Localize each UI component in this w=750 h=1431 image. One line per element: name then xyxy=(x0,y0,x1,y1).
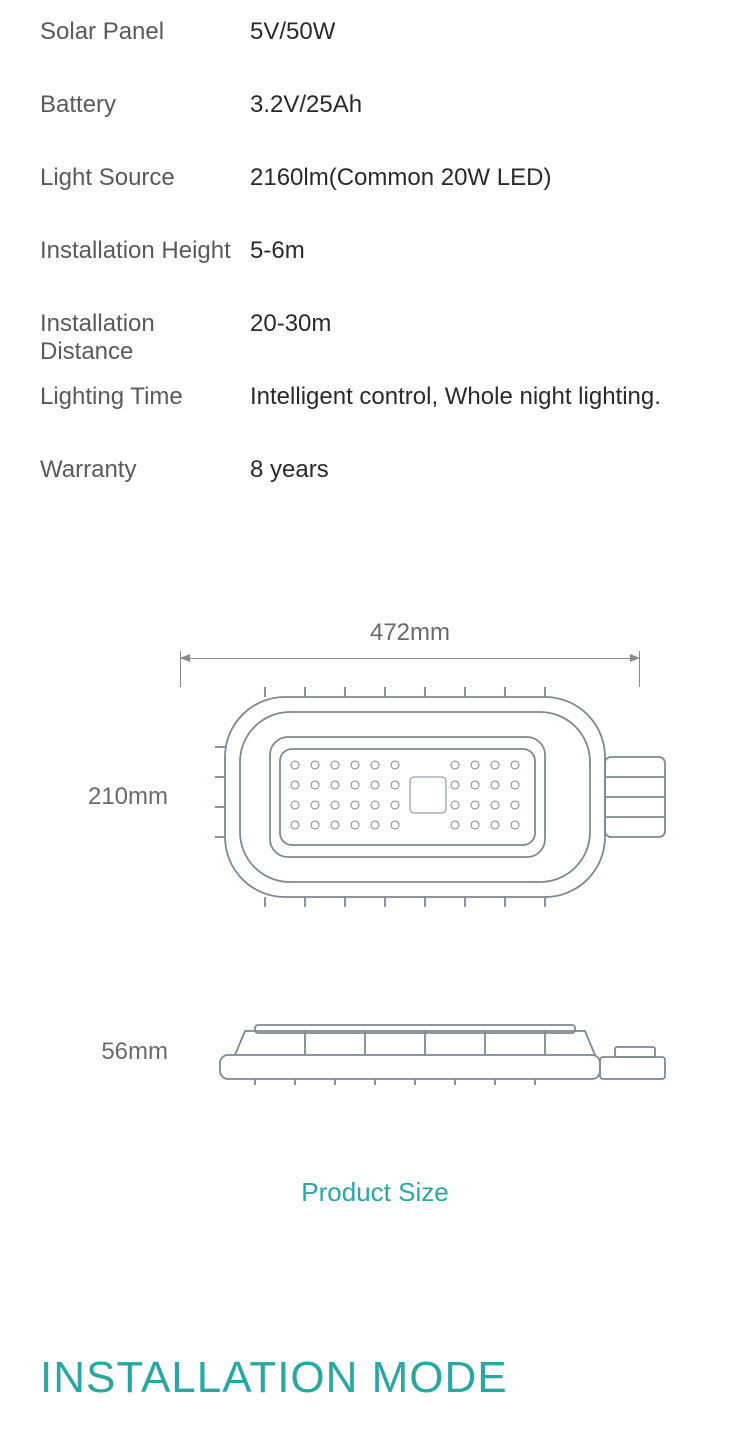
dimension-width-label: 472mm xyxy=(110,619,710,647)
installation-mode-heading: INSTALLATION MODE xyxy=(0,1353,750,1403)
spec-row: Installation Height 5-6m xyxy=(40,237,710,310)
spec-label: Battery xyxy=(40,91,250,119)
spec-value: 2160lm(Common 20W LED) xyxy=(250,164,551,192)
spec-value: 5-6m xyxy=(250,237,305,265)
lamp-side-view-icon xyxy=(215,1017,675,1087)
product-size-caption: Product Size xyxy=(40,1177,710,1208)
spec-label: Lighting Time xyxy=(40,383,250,411)
spec-value: 3.2V/25Ah xyxy=(250,91,362,119)
dimension-thickness-label: 56mm xyxy=(40,1038,180,1066)
spec-row: Lighting Time Intelligent control, Whole… xyxy=(40,383,710,456)
spec-row: Installation Distance 20-30m xyxy=(40,310,710,383)
spec-label: Solar Panel xyxy=(40,18,250,46)
diagram-side-view-row: 56mm xyxy=(40,1017,710,1087)
spec-label: Light Source xyxy=(40,164,250,192)
spec-table: Solar Panel 5V/50W Battery 3.2V/25Ah Lig… xyxy=(0,0,750,529)
spec-row: Warranty 8 years xyxy=(40,456,710,529)
spec-label: Installation Distance xyxy=(40,310,250,366)
spec-value: 8 years xyxy=(250,456,329,484)
lamp-top-view-icon xyxy=(215,687,675,907)
spec-value: 20-30m xyxy=(250,310,331,338)
dimension-height-label: 210mm xyxy=(40,783,180,811)
spec-value: Intelligent control, Whole night lightin… xyxy=(250,383,661,411)
spec-label: Installation Height xyxy=(40,237,250,265)
diagram-top-view-row: 210mm xyxy=(40,687,710,907)
spec-row: Battery 3.2V/25Ah xyxy=(40,91,710,164)
product-size-diagram: 472mm 210mm xyxy=(0,529,750,1208)
dimension-width-line xyxy=(180,651,640,665)
spec-row: Light Source 2160lm(Common 20W LED) xyxy=(40,164,710,237)
spec-label: Warranty xyxy=(40,456,250,484)
spec-row: Solar Panel 5V/50W xyxy=(40,18,710,91)
spec-value: 5V/50W xyxy=(250,18,335,46)
